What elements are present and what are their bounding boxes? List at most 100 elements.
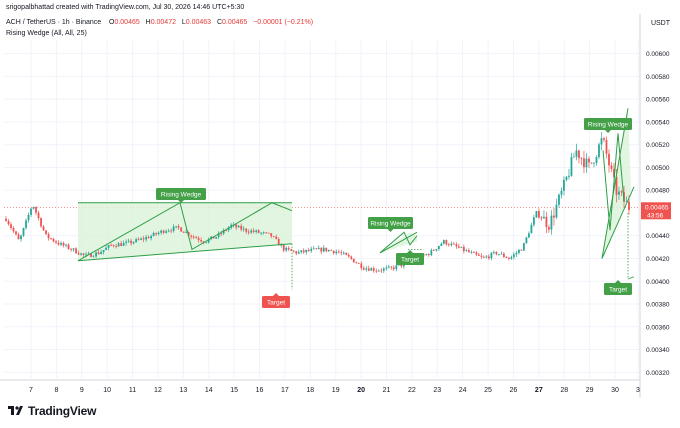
- low-label: L: [181, 19, 186, 26]
- candle-body: [550, 215, 553, 230]
- candle-body: [608, 153, 610, 166]
- time-tick-label: 8: [54, 387, 58, 394]
- candle-body: [475, 252, 478, 255]
- candle-body: [367, 268, 370, 271]
- time-tick-label: 30: [611, 387, 619, 394]
- pattern-labels: Rising Wedge Rising Wedge Rising Wedge Targ…: [156, 118, 632, 308]
- candle-body: [365, 268, 368, 270]
- candle-body: [32, 207, 35, 209]
- candle-body: [267, 232, 270, 234]
- created-by-text: srigopalbhattad created with TradingView…: [6, 4, 245, 11]
- candle-body: [305, 249, 308, 253]
- candle-body: [585, 158, 588, 168]
- candle-body: [628, 201, 630, 211]
- candle-body: [17, 234, 20, 240]
- time-tick-label: 20: [357, 387, 365, 394]
- candle-body: [235, 224, 238, 228]
- price-tick-label: 0.00500: [646, 165, 670, 172]
- wedge-zigzag: [602, 133, 625, 231]
- countdown-text: 43:56: [647, 212, 664, 219]
- candle-body: [568, 175, 570, 177]
- candle-body: [337, 251, 340, 253]
- candle-body: [110, 245, 112, 246]
- candle-body: [362, 268, 365, 270]
- candle-body: [502, 253, 505, 257]
- price-tick-label: 0.00420: [646, 256, 670, 263]
- candle-body: [272, 236, 275, 238]
- candle-body: [600, 138, 603, 145]
- candle-body: [492, 251, 495, 253]
- candle-body: [427, 254, 430, 256]
- price-tick-label: 0.00400: [646, 279, 670, 286]
- candle-body: [543, 216, 545, 219]
- candle-body: [440, 243, 443, 246]
- candle-body: [570, 157, 573, 176]
- candle-body: [603, 138, 605, 140]
- candle-body: [375, 270, 378, 272]
- time-tick-label: 11: [129, 387, 136, 394]
- candle-body: [372, 268, 375, 271]
- time-tick-label: 3: [636, 387, 640, 394]
- candle-body: [360, 263, 363, 269]
- candle-body: [563, 179, 565, 191]
- candle-body: [565, 176, 568, 180]
- candle-body: [140, 238, 143, 240]
- candle-body: [553, 215, 555, 218]
- time-tick-label: 13: [179, 387, 187, 394]
- symbol-name[interactable]: ACH / TetherUS · 1h · Binance: [6, 19, 102, 26]
- candle-body: [392, 267, 395, 270]
- candle-body: [105, 247, 107, 250]
- candle-body: [262, 232, 265, 234]
- candle-body: [95, 252, 97, 257]
- candle-body: [588, 158, 590, 163]
- candle-body: [15, 231, 17, 235]
- target-label: Target: [267, 300, 285, 307]
- candle-body: [242, 228, 245, 230]
- price-tick-label: 0.00480: [646, 188, 670, 195]
- close-value: 0.00465: [222, 19, 248, 26]
- candle-body: [335, 251, 338, 254]
- last-price-text: 0.00465: [645, 204, 669, 211]
- wedge-fill: [78, 202, 292, 261]
- candle-body: [445, 240, 448, 245]
- candle-body: [260, 232, 263, 234]
- time-tick-label: 24: [459, 387, 467, 394]
- candle-body: [180, 227, 183, 232]
- candle-body: [127, 240, 130, 242]
- candle-body: [177, 226, 180, 228]
- candle-body: [52, 238, 55, 242]
- candle-body: [573, 156, 575, 158]
- candle-body: [277, 238, 280, 246]
- candle-body: [147, 237, 150, 239]
- open-label: O: [109, 19, 115, 26]
- candle-body: [520, 249, 523, 251]
- candle-body: [530, 224, 533, 234]
- candle-body: [187, 232, 190, 236]
- candle-body: [605, 139, 608, 154]
- candle-body: [593, 162, 595, 164]
- indicator-legend[interactable]: Rising Wedge (All, All, 25): [6, 30, 87, 37]
- candle-body: [380, 270, 383, 272]
- candle-body: [583, 158, 585, 168]
- wedge-lower-line: [601, 186, 635, 259]
- candle-body: [508, 257, 510, 259]
- candle-body: [490, 252, 493, 259]
- candle-body: [162, 230, 165, 233]
- candle-body: [72, 248, 75, 250]
- candle-body: [615, 176, 618, 195]
- candle-body: [150, 235, 153, 239]
- candle-body: [282, 244, 285, 251]
- candle-body: [10, 224, 12, 229]
- candle-body: [322, 247, 325, 252]
- candle-body: [345, 252, 348, 255]
- candle-body: [67, 244, 70, 249]
- candle-body: [613, 168, 615, 177]
- candle-body: [7, 220, 10, 225]
- time-tick-label: 25: [484, 387, 492, 394]
- candle-body: [430, 250, 433, 256]
- candle-body: [347, 254, 350, 257]
- candle-body: [310, 248, 313, 251]
- candle-body: [220, 233, 223, 235]
- candle-body: [302, 250, 305, 253]
